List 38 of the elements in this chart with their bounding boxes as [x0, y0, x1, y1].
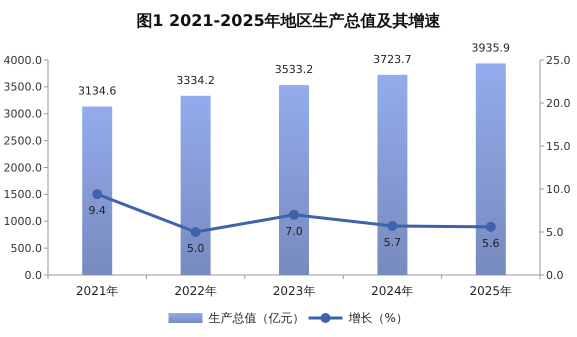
data-label: 3134.6 — [78, 84, 116, 98]
point — [92, 189, 102, 200]
point — [289, 210, 299, 220]
chart-title: 图1 2021-2025年地区生产总值及其增速 — [136, 11, 442, 30]
data-label: 5.0 — [186, 242, 204, 255]
x-tick-label: 2022年 — [174, 284, 217, 298]
y-tick-label: 3000.0 — [4, 108, 42, 121]
y-tick-label: 4000.0 — [4, 54, 42, 67]
data-label: 9.4 — [88, 204, 106, 218]
x-tick-label: 2024年 — [371, 284, 414, 298]
y-tick-label: 1000.0 — [4, 215, 42, 228]
y-tick-label: 500.0 — [10, 242, 42, 255]
x-tick-label: 2021年 — [76, 284, 118, 298]
y2-tick-label: 10.0 — [546, 182, 570, 196]
y-tick-label: 1500.0 — [4, 188, 42, 202]
x-tick-label: 2025年 — [470, 284, 512, 298]
y-tick-label: 0.0 — [24, 268, 42, 282]
data-label: 3533.2 — [274, 63, 314, 76]
y2-tick-label: 5.0 — [546, 226, 564, 239]
y-tick-label: 3500.0 — [4, 80, 42, 94]
point — [387, 220, 398, 231]
data-label: 3723.7 — [373, 52, 412, 66]
data-label: 7.0 — [285, 224, 303, 238]
y-tick-label: 2500.0 — [4, 134, 42, 148]
data-label: 3935.9 — [472, 41, 510, 54]
point — [486, 222, 496, 232]
y2-tick-label: 0.0 — [546, 268, 564, 282]
y2-tick-label: 20.0 — [546, 96, 570, 110]
y2-tick-label: 15.0 — [546, 140, 570, 153]
data-label: 5.6 — [482, 236, 500, 250]
point — [190, 227, 201, 237]
data-label: 3334.2 — [176, 74, 215, 87]
y2-tick-label: 25.0 — [546, 54, 570, 67]
y-tick-label: 2000.0 — [4, 161, 42, 174]
data-label: 5.7 — [384, 236, 402, 249]
legend-label: 生产总值（亿元） — [208, 311, 304, 326]
x-tick-label: 2023年 — [272, 284, 316, 298]
legend-label: 增长（%） — [348, 311, 408, 326]
